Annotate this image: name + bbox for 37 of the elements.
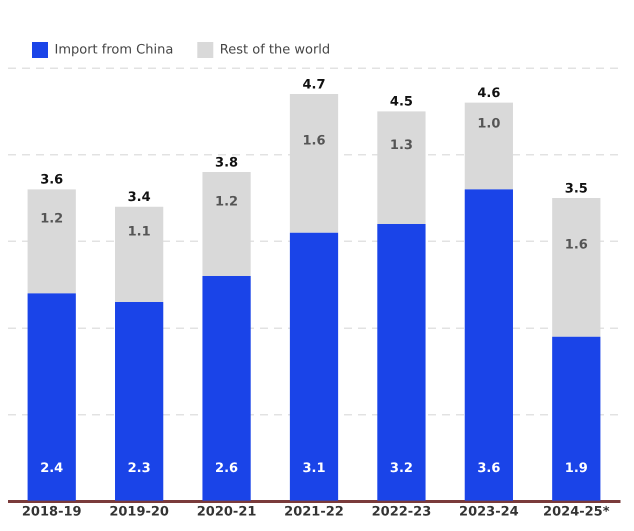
data-label: 1.2 — [40, 212, 64, 227]
legend-label: Rest of the world — [220, 42, 330, 58]
bar — [377, 224, 426, 501]
data-label: 1.3 — [390, 138, 413, 154]
x-tick-label: 2022-23 — [372, 504, 432, 520]
bar — [464, 189, 513, 501]
data-label: 1.1 — [128, 224, 151, 240]
data-label: 2.4 — [40, 461, 64, 476]
data-label: 1.9 — [564, 461, 588, 476]
total-label: 4.6 — [477, 86, 500, 102]
bar — [552, 336, 600, 501]
x-tick-label: 2023-24 — [459, 504, 519, 520]
x-tick-label: 2019-20 — [109, 504, 169, 520]
data-label: 1.6 — [564, 238, 588, 253]
bar — [290, 232, 338, 501]
bar — [28, 293, 76, 501]
x-tick-label: 2024-25* — [543, 504, 610, 520]
bar — [115, 302, 164, 501]
x-tick-label: 2018-19 — [22, 504, 82, 520]
total-label: 3.4 — [128, 190, 151, 206]
data-label: 1.6 — [302, 134, 326, 149]
total-label: 4.7 — [302, 77, 326, 92]
data-label: 3.6 — [477, 461, 500, 476]
x-tick-label: 2020-21 — [196, 504, 256, 520]
total-label: 3.6 — [40, 172, 64, 188]
data-label: 2.6 — [215, 461, 238, 476]
data-label: 1.0 — [477, 116, 500, 132]
total-label: 3.8 — [215, 155, 238, 170]
data-label: 2.3 — [128, 461, 151, 476]
data-label: 3.1 — [302, 461, 326, 476]
data-label: 3.2 — [390, 461, 413, 476]
data-label: 1.2 — [215, 194, 238, 210]
legend-label: Import from China — [54, 42, 174, 58]
x-tick-label: 2021-22 — [284, 504, 344, 520]
bar — [202, 276, 251, 501]
total-label: 3.5 — [564, 181, 588, 196]
total-label: 4.5 — [390, 94, 413, 110]
